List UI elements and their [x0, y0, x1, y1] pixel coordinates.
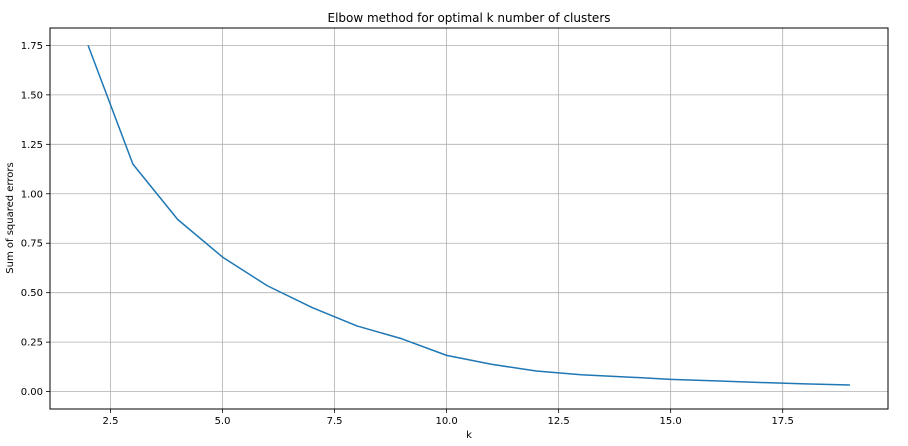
data-point	[222, 256, 224, 258]
data-point	[401, 338, 403, 340]
data-point	[670, 379, 672, 381]
data-point	[535, 370, 537, 372]
y-axis: 0.00 0.25 0.50 0.75 1.00 1.25 1.50 1.75	[21, 41, 50, 398]
series-line	[87, 45, 850, 386]
y-tick-label: 1.00	[21, 189, 43, 200]
x-tick-label: 12.5	[547, 416, 569, 427]
data-point	[715, 380, 717, 382]
data-point	[759, 382, 761, 384]
series-layer	[87, 45, 850, 386]
x-tick-label: 15.0	[660, 416, 682, 427]
y-tick-label: 0.25	[21, 338, 43, 349]
data-point	[491, 363, 493, 365]
data-point	[177, 219, 179, 221]
data-point	[87, 45, 89, 47]
x-tick-label: 17.5	[772, 416, 794, 427]
grid-lines	[50, 28, 888, 409]
plot-area-frame	[49, 27, 889, 410]
chart-title: Elbow method for optimal k number of clu…	[327, 11, 610, 25]
data-point	[849, 384, 851, 386]
y-axis-title: Sum of squared errors	[5, 162, 16, 273]
data-point	[311, 307, 313, 309]
data-point	[580, 374, 582, 376]
y-tick-label: 0.00	[21, 387, 43, 398]
y-tick-label: 0.75	[21, 239, 43, 250]
data-point	[625, 376, 627, 378]
data-point	[267, 285, 269, 287]
y-tick-label: 1.25	[21, 140, 43, 151]
x-axis: 2.5 5.0 7.5 10.0 12.5 15.0 17.5	[103, 409, 794, 427]
x-tick-label: 5.0	[215, 416, 231, 427]
y-tick-label: 0.50	[21, 288, 43, 299]
data-point	[804, 383, 806, 385]
data-point	[132, 163, 134, 165]
data-point	[356, 325, 358, 327]
y-tick-label: 1.50	[21, 90, 43, 101]
x-tick-label: 2.5	[103, 416, 119, 427]
x-tick-label: 7.5	[327, 416, 343, 427]
data-point	[446, 355, 448, 357]
x-tick-label: 10.0	[435, 416, 457, 427]
y-tick-label: 1.75	[21, 41, 43, 52]
x-axis-title: k	[466, 430, 472, 441]
